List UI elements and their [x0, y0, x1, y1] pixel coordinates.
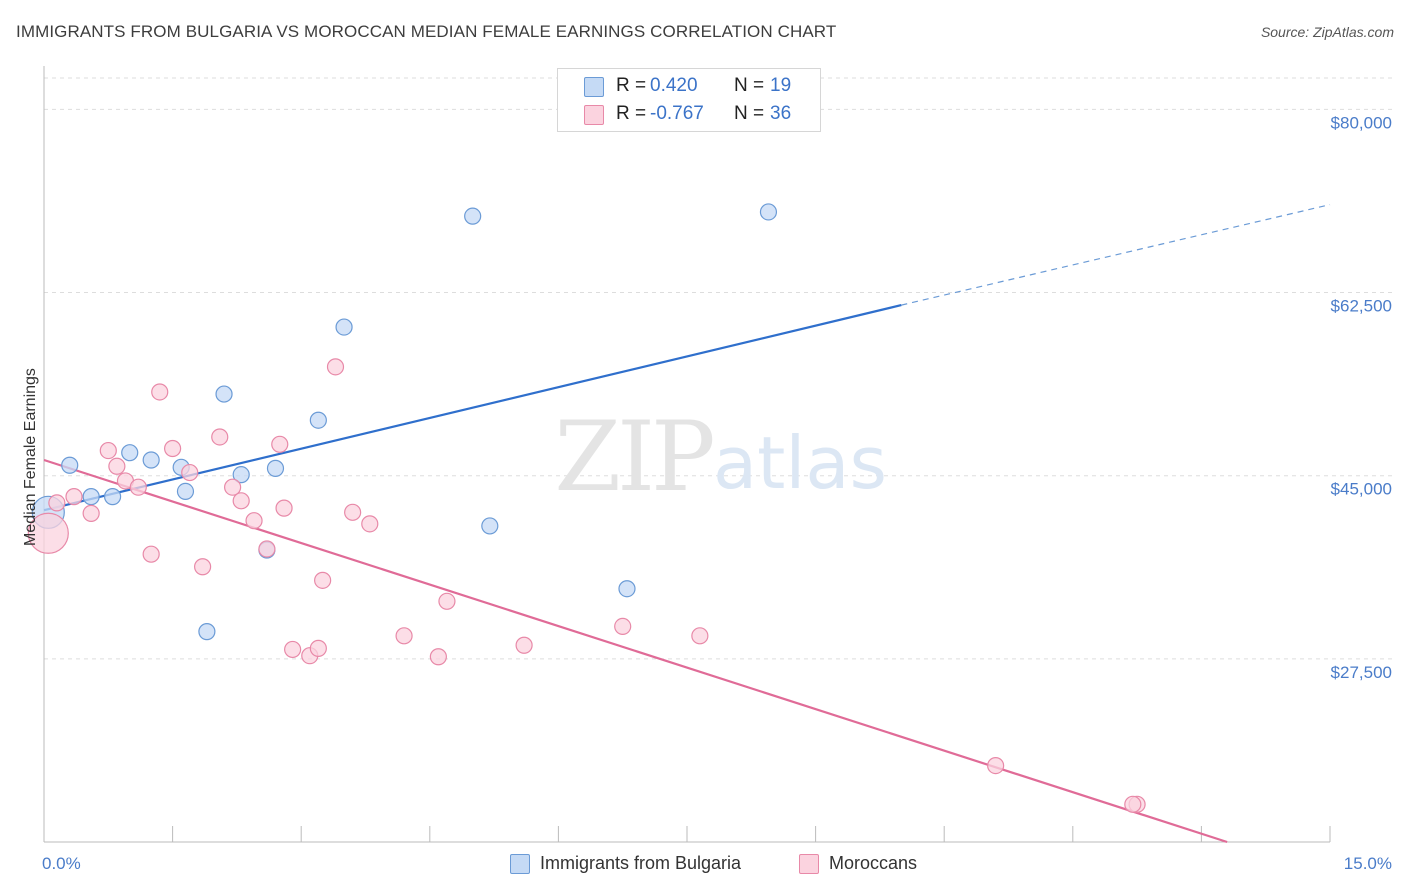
- data-point-moroccans: [614, 617, 632, 636]
- data-point-bulgaria: [266, 459, 285, 477]
- data-point-moroccans: [151, 383, 169, 401]
- data-point-moroccans: [314, 571, 332, 589]
- data-point-moroccans: [438, 592, 456, 610]
- legend-row-moroccans: R = -0.767 N = 36: [558, 101, 820, 127]
- y-tick-label: $80,000: [1331, 113, 1392, 132]
- data-point-bulgaria: [481, 517, 499, 535]
- data-point-bulgaria: [335, 318, 353, 336]
- data-point-bulgaria: [82, 488, 100, 506]
- legend-n-key: N =: [734, 103, 765, 124]
- axes: [43, 66, 1331, 843]
- x-tick-label-min: 0.0%: [42, 854, 81, 873]
- series-label-bulgaria: Immigrants from Bulgaria: [540, 853, 742, 873]
- data-point-moroccans: [108, 457, 126, 475]
- data-point-moroccans: [99, 441, 117, 460]
- tick-labels: $27,500 $45,000 $62,500 $80,000 0.0% 15.0%: [42, 113, 1392, 873]
- data-point-moroccans: [987, 756, 1005, 775]
- data-point-moroccans: [194, 558, 212, 576]
- legend-n-value: 19: [770, 75, 792, 96]
- data-point-moroccans: [326, 358, 345, 376]
- legend-r-key: R =: [616, 103, 647, 124]
- correlation-legend: R = 0.420 N = 19 R = -0.767 N = 36: [557, 68, 821, 132]
- data-point-bulgaria: [142, 451, 160, 469]
- legend-r-key: R =: [616, 75, 647, 96]
- trend-lines: [43, 204, 1331, 844]
- data-point-moroccans: [27, 512, 69, 554]
- y-axis-label: Median Female Earnings: [22, 368, 39, 546]
- data-point-moroccans: [129, 478, 147, 496]
- data-point-moroccans: [48, 494, 66, 512]
- y-tick-label: $27,500: [1331, 663, 1392, 682]
- data-point-moroccans: [395, 627, 413, 645]
- trend-extension-bulgaria: [901, 204, 1331, 306]
- data-point-moroccans: [515, 636, 533, 654]
- data-points: [27, 203, 1146, 813]
- data-point-bulgaria: [464, 207, 482, 225]
- grid-lines: [44, 77, 1392, 660]
- watermark-zip: ZIP: [554, 401, 713, 513]
- data-point-moroccans: [258, 540, 276, 558]
- watermark: ZIP atlas: [554, 401, 887, 513]
- source-label: Source: ZipAtlas.com: [1260, 24, 1394, 40]
- legend-swatch-moroccans: [584, 105, 604, 125]
- data-point-moroccans: [181, 463, 199, 482]
- legend-r-value: 0.420: [650, 75, 698, 96]
- legend-row-bulgaria: R = 0.420 N = 19: [558, 73, 820, 99]
- data-point-moroccans: [142, 545, 160, 563]
- data-point-bulgaria: [618, 580, 636, 598]
- data-point-moroccans: [284, 640, 302, 659]
- data-point-moroccans: [232, 492, 250, 510]
- data-point-bulgaria: [309, 411, 327, 429]
- data-point-moroccans: [65, 488, 83, 506]
- data-point-bulgaria: [103, 488, 122, 506]
- data-point-moroccans: [429, 648, 447, 666]
- data-point-moroccans: [361, 515, 379, 533]
- series-swatch-moroccans: [799, 854, 819, 874]
- data-point-bulgaria: [232, 466, 250, 484]
- trend-line-moroccans: [43, 458, 1228, 844]
- y-tick-label: $45,000: [1331, 480, 1392, 499]
- legend-n-key: N =: [734, 75, 765, 96]
- data-point-moroccans: [245, 512, 263, 530]
- data-point-bulgaria: [61, 456, 79, 474]
- watermark-atlas: atlas: [713, 421, 887, 505]
- data-point-moroccans: [211, 428, 229, 446]
- y-tick-label: $62,500: [1331, 297, 1392, 316]
- data-point-moroccans: [271, 435, 289, 453]
- data-point-moroccans: [691, 627, 709, 645]
- x-tick-label-max: 15.0%: [1344, 854, 1392, 873]
- data-point-bulgaria: [121, 444, 139, 462]
- series-label-moroccans: Moroccans: [829, 853, 918, 873]
- data-point-bulgaria: [176, 482, 195, 500]
- data-point-moroccans: [275, 499, 293, 517]
- legend-swatch-bulgaria: [584, 77, 604, 97]
- data-point-moroccans: [344, 503, 362, 521]
- data-point-moroccans: [164, 439, 182, 458]
- series-swatch-bulgaria: [510, 854, 530, 874]
- legend-r-value: -0.767: [650, 103, 704, 124]
- data-point-moroccans: [82, 504, 100, 522]
- legend-n-value: 36: [770, 103, 792, 124]
- data-point-moroccans: [224, 478, 242, 496]
- data-point-bulgaria: [215, 385, 233, 403]
- data-point-bulgaria: [198, 623, 216, 641]
- data-point-moroccans: [309, 639, 327, 657]
- data-point-moroccans: [1124, 795, 1142, 813]
- chart-title: IMMIGRANTS FROM BULGARIA VS MOROCCAN MED…: [16, 22, 837, 41]
- data-point-bulgaria: [759, 203, 778, 221]
